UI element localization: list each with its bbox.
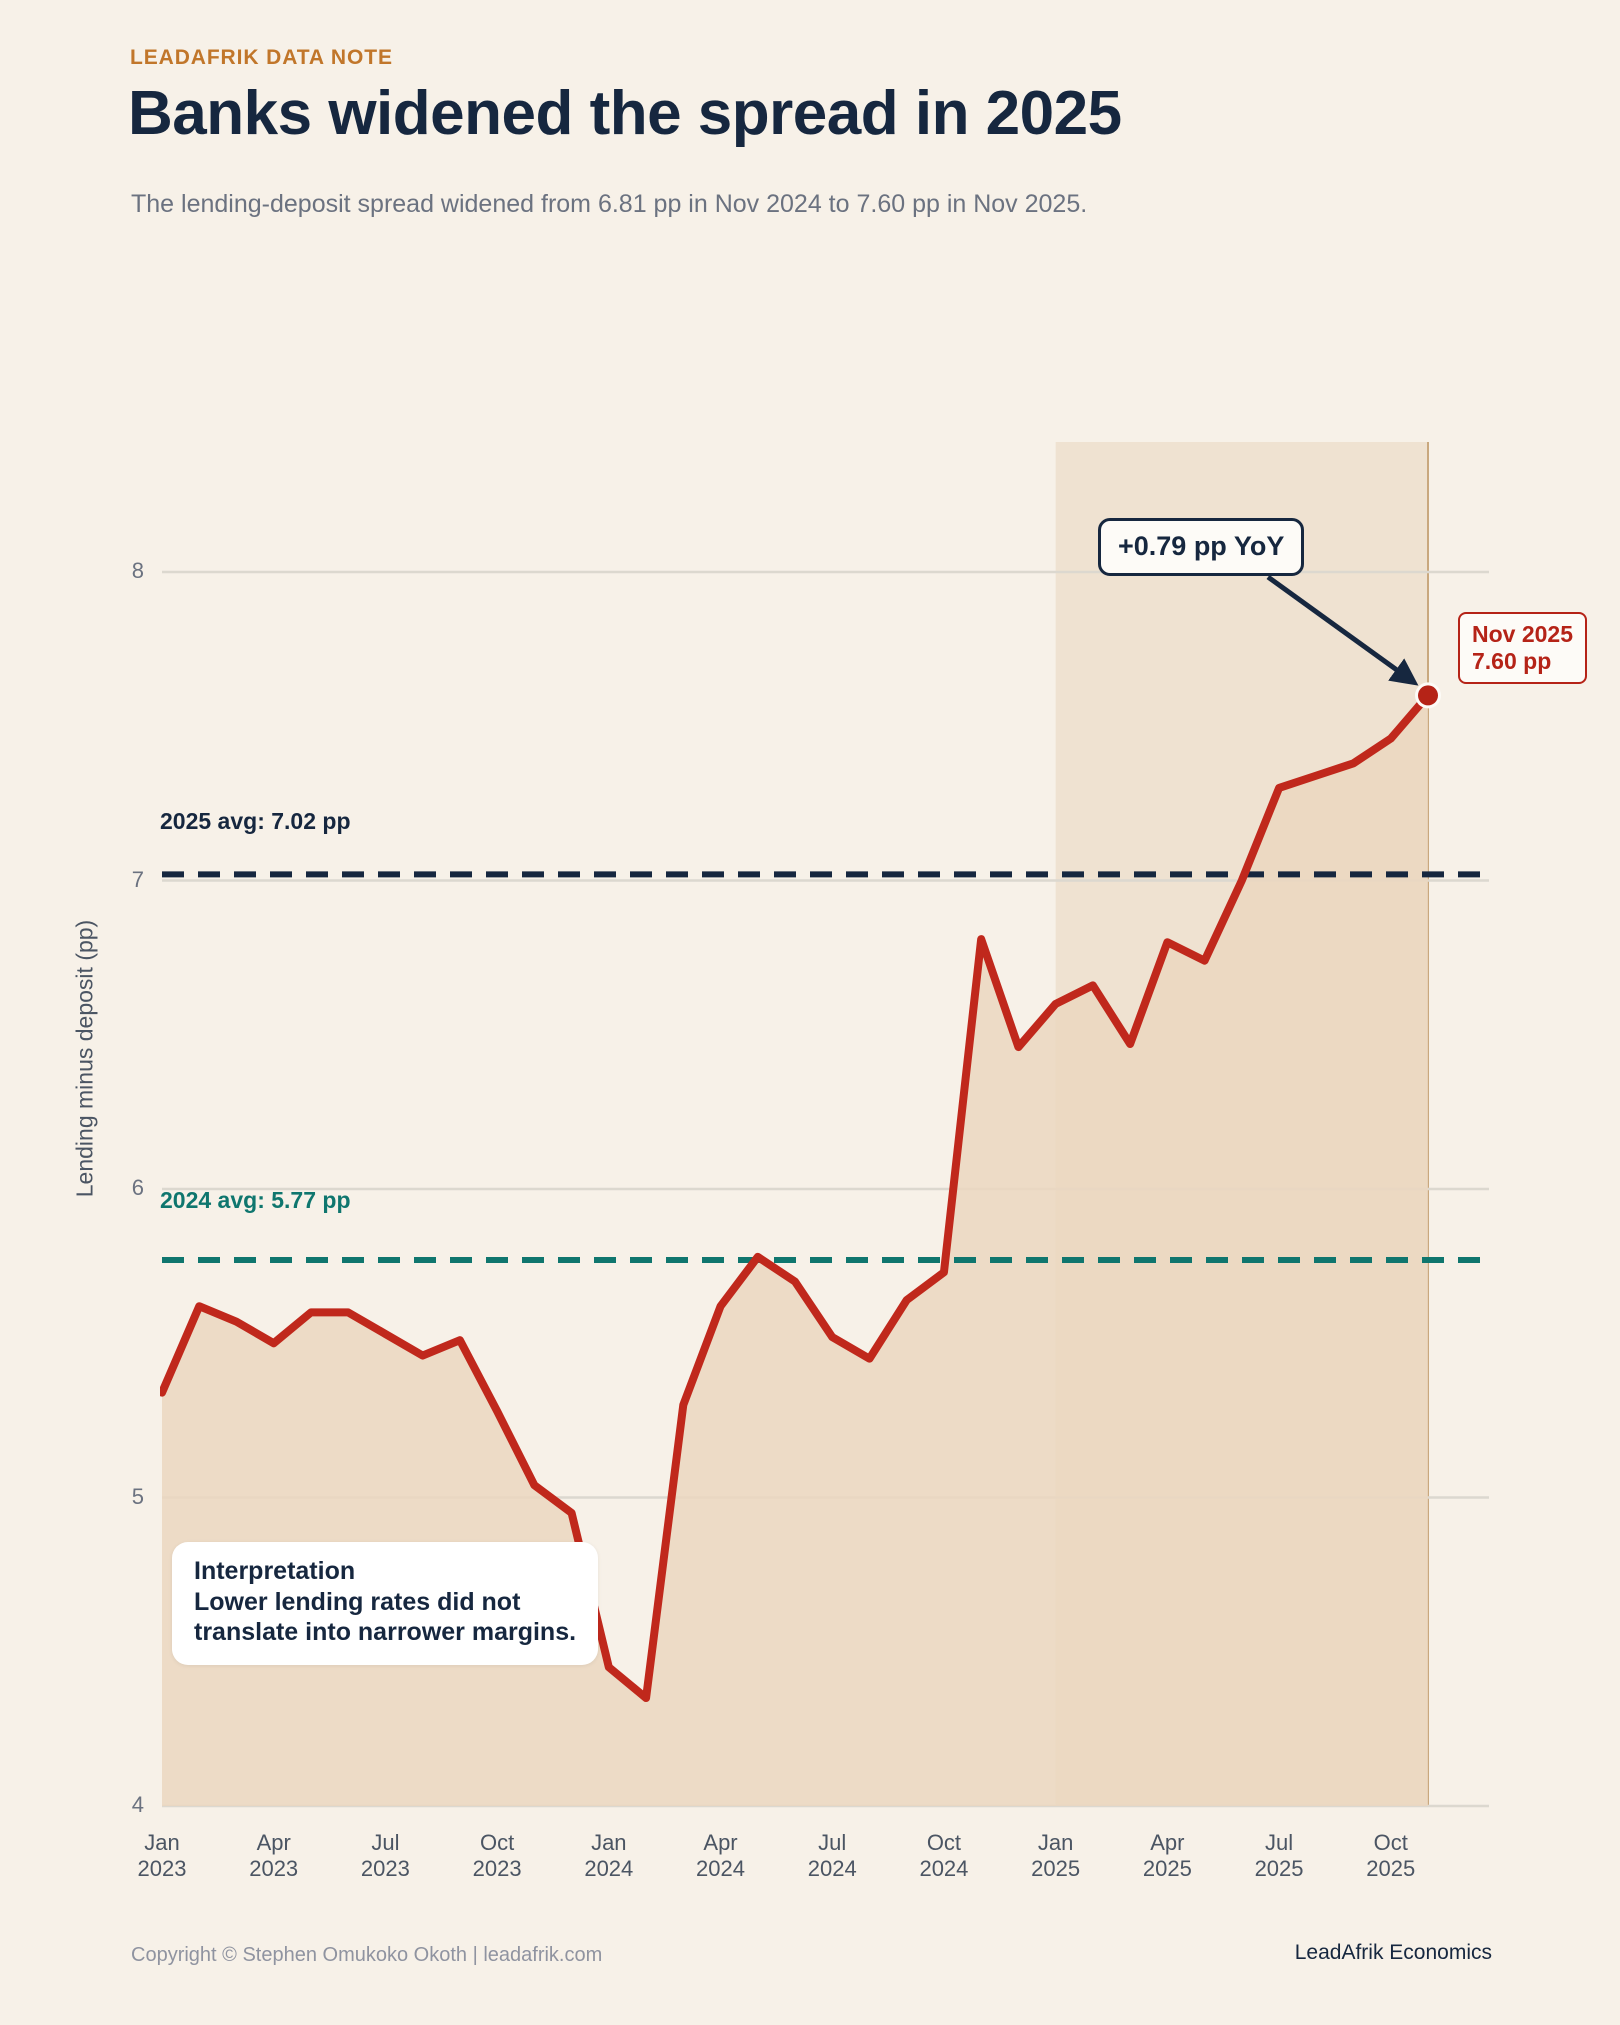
page-subtitle: The lending-deposit spread widened from … [131, 190, 1088, 218]
page-title: Banks widened the spread in 2025 [128, 79, 1122, 148]
x-tick-label: Jul 2024 [772, 1830, 892, 1882]
y-axis-label: Lending minus deposit (pp) [71, 919, 98, 1198]
highlight-point [1415, 682, 1441, 709]
y-tick-label: 5 [131, 1483, 144, 1509]
x-tick-label: Jan 2024 [549, 1830, 669, 1882]
x-tick-month: Jan [144, 1830, 180, 1855]
last-point-date: Nov 2025 [1472, 621, 1574, 647]
y-tick-label: 4 [131, 1792, 144, 1817]
x-tick-year: 2024 [584, 1855, 634, 1881]
x-tick-month: Jul [1264, 1830, 1294, 1855]
x-tick-label: Apr 2023 [214, 1830, 334, 1882]
x-tick-year: 2024 [919, 1855, 969, 1881]
x-tick-month: Oct [1373, 1830, 1408, 1855]
x-tick-label: Jul 2023 [325, 1830, 445, 1882]
x-tick-month: Jan [591, 1830, 627, 1855]
x-tick-label: Jan 2025 [996, 1830, 1116, 1882]
interpretation-callout: Interpretation Lower lending rates did n… [172, 1542, 599, 1665]
shaded-2025-region [1055, 442, 1429, 1806]
x-tick-year: 2023 [137, 1855, 187, 1881]
y-tick-label: 8 [131, 558, 144, 583]
page-kicker: LEADAFRIK DATA NOTE [130, 46, 393, 69]
x-tick-month: Apr [1150, 1830, 1185, 1855]
y-tick-label: 6 [131, 1175, 144, 1200]
footer-copyright: Copyright © Stephen Omukoko Okoth | lead… [131, 1944, 603, 1966]
interpretation-line-1: Lower lending rates did not [194, 1587, 521, 1616]
x-tick-year: 2025 [1366, 1855, 1416, 1881]
x-tick-month: Apr [703, 1830, 738, 1855]
yoy-callout: +0.79 pp YoY [1098, 518, 1305, 576]
avg-2024-label: 2024 avg: 5.77 pp [160, 1187, 351, 1213]
x-tick-label: Oct 2023 [437, 1830, 557, 1882]
interpretation-title: Interpretation [194, 1557, 356, 1585]
y-tick-label: 7 [131, 866, 144, 892]
x-tick-year: 2024 [696, 1855, 745, 1881]
interpretation-line-2: translate into narrower margins. [194, 1618, 577, 1646]
x-tick-year: 2023 [360, 1855, 410, 1881]
footer-brand: LeadAfrik Economics [1294, 1941, 1492, 1964]
x-tick-label: Jul 2025 [1219, 1830, 1339, 1882]
x-tick-month: Oct [479, 1830, 515, 1855]
x-tick-label: Apr 2025 [1107, 1830, 1227, 1882]
x-tick-label: Oct 2024 [884, 1830, 1004, 1882]
x-tick-label: Oct 2025 [1331, 1830, 1451, 1882]
last-point-value: 7.60 pp [1472, 647, 1552, 674]
x-tick-month: Jul [818, 1830, 847, 1855]
x-tick-month: Jul [371, 1830, 400, 1855]
x-tick-month: Oct [926, 1830, 962, 1855]
x-tick-year: 2023 [249, 1855, 299, 1881]
x-tick-year: 2025 [1254, 1855, 1304, 1881]
last-point-callout: Nov 2025 7.60 pp [1458, 612, 1588, 685]
x-tick-year: 2024 [807, 1855, 857, 1881]
x-tick-year: 2023 [472, 1855, 522, 1881]
x-tick-label: Apr 2024 [661, 1830, 781, 1882]
avg-2025-label: 2025 avg: 7.02 pp [160, 808, 351, 834]
annotation-arrow [1266, 574, 1419, 686]
x-tick-month: Apr [256, 1830, 291, 1855]
x-tick-label: Jan 2023 [102, 1830, 222, 1882]
reference-lines [162, 871, 1489, 1263]
x-tick-year: 2025 [1031, 1855, 1081, 1881]
x-tick-month: Jan [1037, 1830, 1074, 1855]
x-tick-year: 2025 [1142, 1855, 1192, 1881]
